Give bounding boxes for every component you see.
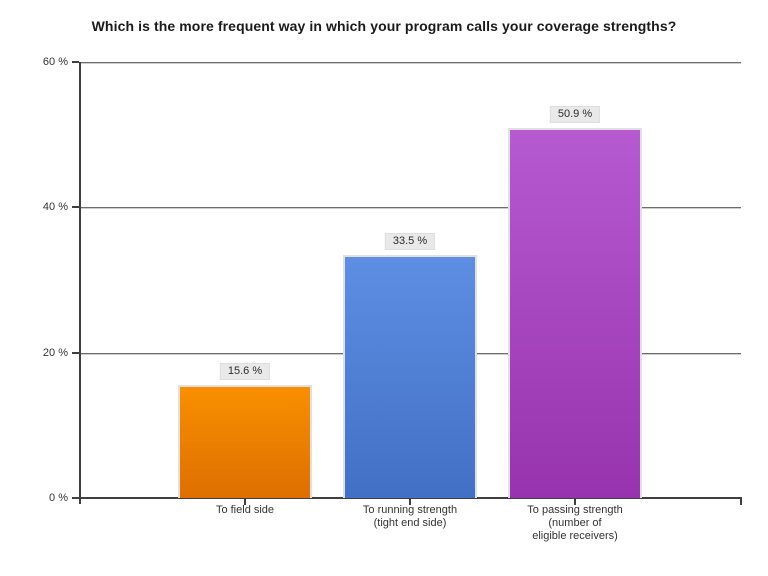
x-tick-end — [740, 499, 742, 505]
y-tick-60 — [72, 61, 79, 63]
x-axis-line — [79, 497, 742, 499]
x-tick-3 — [574, 499, 576, 505]
value-label-1: 15.6 % — [219, 362, 271, 380]
gridline-40 — [79, 207, 741, 209]
bar-orange — [178, 384, 312, 498]
gridline-60 — [79, 62, 741, 63]
y-tick-label-40: 40 % — [42, 201, 68, 214]
value-label-2: 33.5 % — [384, 232, 436, 250]
category-label-2: To running strength (tight end side) — [362, 504, 458, 529]
chart-title: Which is the more frequent way in which … — [91, 18, 677, 34]
bar-purple — [508, 128, 642, 498]
y-tick-label-60: 60 % — [42, 56, 68, 68]
y-tick-20 — [72, 351, 79, 354]
category-label-3: To passing strength (number of eligible … — [527, 504, 623, 542]
y-axis-line — [79, 62, 81, 504]
value-label-3: 50.9 % — [549, 106, 601, 124]
category-label-1: To field side — [215, 504, 275, 516]
x-tick-1 — [244, 499, 246, 505]
y-tick-label-0: 0 % — [49, 492, 68, 504]
y-tick-0 — [72, 497, 79, 499]
x-tick-2 — [409, 499, 411, 505]
y-tick-40 — [72, 206, 79, 209]
y-tick-label-20: 20 % — [42, 346, 68, 359]
bar-blue — [343, 254, 477, 498]
